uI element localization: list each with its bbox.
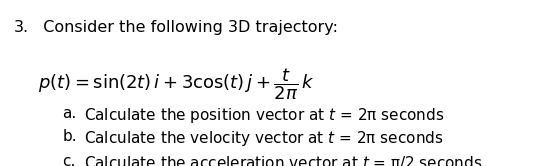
Text: Calculate the position vector at $t$ = 2π seconds: Calculate the position vector at $t$ = 2… <box>84 106 445 125</box>
Text: Calculate the acceleration vector at $t$ = π/2 seconds: Calculate the acceleration vector at $t$… <box>84 154 483 166</box>
Text: Consider the following 3D trajectory:: Consider the following 3D trajectory: <box>33 20 338 35</box>
Text: c.: c. <box>62 154 76 166</box>
Text: a.: a. <box>62 106 77 121</box>
Text: 3.: 3. <box>14 20 29 35</box>
Text: b.: b. <box>62 129 77 144</box>
Text: Calculate the velocity vector at $t$ = 2π seconds: Calculate the velocity vector at $t$ = 2… <box>84 129 444 148</box>
Text: $\mathit{p}(t) = \sin(2t)\, \mathit{i} + 3\cos(t)\, \mathit{j} + \dfrac{t}{2\pi}: $\mathit{p}(t) = \sin(2t)\, \mathit{i} +… <box>38 66 314 102</box>
